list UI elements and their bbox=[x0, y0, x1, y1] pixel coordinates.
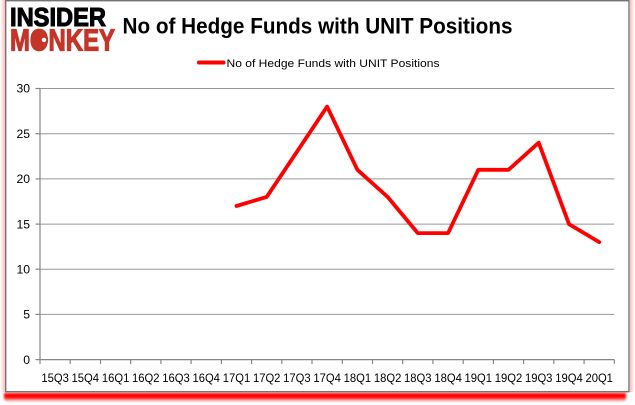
svg-text:18Q3: 18Q3 bbox=[404, 371, 432, 385]
svg-text:16Q4: 16Q4 bbox=[192, 371, 220, 385]
svg-text:15Q3: 15Q3 bbox=[41, 371, 69, 385]
svg-text:17Q1: 17Q1 bbox=[223, 371, 251, 385]
svg-text:17Q2: 17Q2 bbox=[253, 371, 281, 385]
svg-text:19Q3: 19Q3 bbox=[525, 371, 553, 385]
svg-text:16Q3: 16Q3 bbox=[162, 371, 190, 385]
svg-text:17Q4: 17Q4 bbox=[313, 371, 341, 385]
svg-text:5: 5 bbox=[23, 308, 30, 322]
svg-text:25: 25 bbox=[16, 127, 30, 141]
svg-text:17Q3: 17Q3 bbox=[283, 371, 311, 385]
svg-text:No of Hedge Funds with UNIT Po: No of Hedge Funds with UNIT Positions bbox=[123, 13, 513, 38]
svg-text:No of Hedge Funds with UNIT Po: No of Hedge Funds with UNIT Positions bbox=[227, 58, 440, 70]
svg-text:19Q4: 19Q4 bbox=[555, 371, 583, 385]
svg-text:30: 30 bbox=[16, 82, 30, 96]
svg-text:19Q1: 19Q1 bbox=[465, 371, 493, 385]
svg-text:18Q1: 18Q1 bbox=[344, 371, 372, 385]
svg-text:0: 0 bbox=[23, 353, 30, 367]
svg-text:INSIDER: INSIDER bbox=[10, 2, 106, 32]
svg-text:20: 20 bbox=[16, 172, 30, 186]
svg-text:15: 15 bbox=[16, 217, 30, 231]
svg-text:20Q1: 20Q1 bbox=[585, 371, 613, 385]
svg-text:15Q4: 15Q4 bbox=[72, 371, 100, 385]
svg-text:18Q4: 18Q4 bbox=[434, 371, 462, 385]
svg-text:MONKEY: MONKEY bbox=[10, 23, 115, 58]
svg-text:18Q2: 18Q2 bbox=[374, 371, 402, 385]
svg-text:19Q2: 19Q2 bbox=[495, 371, 523, 385]
svg-text:16Q1: 16Q1 bbox=[102, 371, 130, 385]
svg-text:16Q2: 16Q2 bbox=[132, 371, 160, 385]
svg-text:10: 10 bbox=[16, 262, 30, 276]
